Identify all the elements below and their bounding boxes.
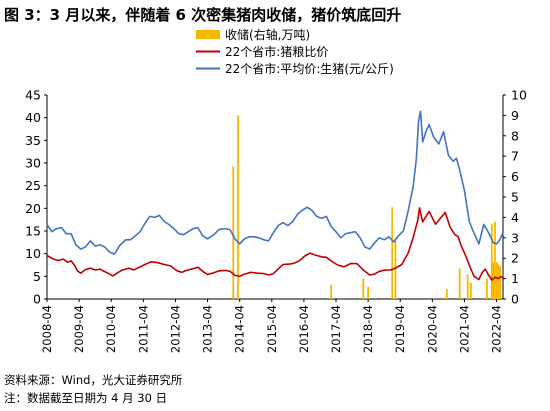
- storage-bar: [466, 274, 469, 299]
- left-tick-label: 40: [25, 110, 41, 125]
- x-tick-label: 2012-04: [168, 305, 182, 353]
- right-tick-label: 3: [511, 230, 519, 245]
- source-note: 资料来源：Wind，光大证券研究所: [4, 373, 183, 387]
- left-tick-label: 30: [25, 156, 41, 171]
- storage-bar: [469, 282, 472, 299]
- x-axis-tick-labels: 2008-04 2009-04 2010-04 2011-04 2012-04 2013-…: [40, 305, 504, 353]
- right-tick-label: 9: [511, 108, 519, 123]
- left-tick-label: 0: [33, 292, 41, 307]
- right-tick-label: 4: [511, 210, 519, 225]
- right-tick-label: 0: [511, 292, 519, 307]
- left-tick-label: 15: [25, 224, 41, 239]
- right-tick-label: 6: [511, 169, 519, 184]
- legend-swatch-storage: [196, 30, 220, 39]
- right-tick-label: 5: [511, 190, 519, 205]
- left-tick-label: 10: [25, 246, 41, 261]
- storage-bar: [492, 262, 495, 299]
- x-tick-label: 2009-04: [72, 305, 86, 353]
- storage-bar: [362, 278, 365, 299]
- right-tick-label: 10: [511, 88, 527, 103]
- legend-label: 收储(右轴,万吨): [225, 27, 310, 42]
- x-tick-label: 2017-04: [329, 305, 343, 353]
- storage-bar: [494, 221, 496, 299]
- left-tick-label: 5: [33, 269, 41, 284]
- x-tick-label: 2008-04: [40, 305, 54, 353]
- storage-bar: [499, 266, 502, 299]
- storage-bar: [367, 286, 370, 299]
- storage-bar: [445, 288, 448, 299]
- left-tick-label: 25: [25, 178, 41, 193]
- x-tick-label: 2019-04: [393, 305, 407, 353]
- storage-bar: [497, 264, 500, 299]
- storage-bar: [237, 115, 239, 300]
- x-tick-label: 2010-04: [104, 305, 118, 353]
- x-tick-label: 2021-04: [457, 305, 471, 353]
- date-note: 注：数据截至日期为 4 月 30 日: [4, 391, 168, 405]
- right-tick-label: 8: [511, 128, 519, 143]
- legend-label: 22个省市:平均价:生猪(元/公斤): [225, 61, 394, 76]
- figure-title: 图 3：3 月以来，伴随着 6 次密集猪肉收储，猪价筑底回升: [4, 6, 402, 24]
- x-tick-label: 2022-04: [490, 305, 504, 353]
- storage-bar: [232, 166, 235, 299]
- left-tick-label: 20: [25, 201, 41, 216]
- x-tick-label: 2011-04: [136, 305, 150, 353]
- right-tick-label: 7: [511, 149, 519, 164]
- storage-bar: [391, 207, 394, 299]
- left-tick-label: 35: [25, 133, 41, 148]
- x-tick-label: 2018-04: [361, 305, 375, 353]
- storage-bar: [458, 268, 461, 299]
- legend: 收储(右轴,万吨) 22个省市:猪粮比价 22个省市:平均价:生猪(元/公斤): [196, 27, 394, 76]
- right-tick-label: 2: [511, 251, 519, 266]
- x-tick-label: 2016-04: [297, 305, 311, 353]
- x-tick-label: 2013-04: [201, 305, 215, 353]
- right-tick-label: 1: [511, 271, 519, 286]
- storage-bars: [232, 115, 502, 300]
- storage-bar: [490, 223, 493, 299]
- left-tick-label: 45: [25, 88, 41, 103]
- x-tick-label: 2014-04: [233, 305, 247, 353]
- storage-bar: [495, 262, 498, 299]
- ratio-line: [46, 207, 504, 281]
- series-lines: [46, 110, 504, 281]
- x-tick-label: 2020-04: [425, 305, 439, 353]
- legend-label: 22个省市:猪粮比价: [225, 44, 328, 59]
- x-tick-label: 2015-04: [265, 305, 279, 353]
- price-line: [46, 110, 504, 255]
- storage-bar: [486, 278, 488, 299]
- storage-bar: [330, 284, 333, 299]
